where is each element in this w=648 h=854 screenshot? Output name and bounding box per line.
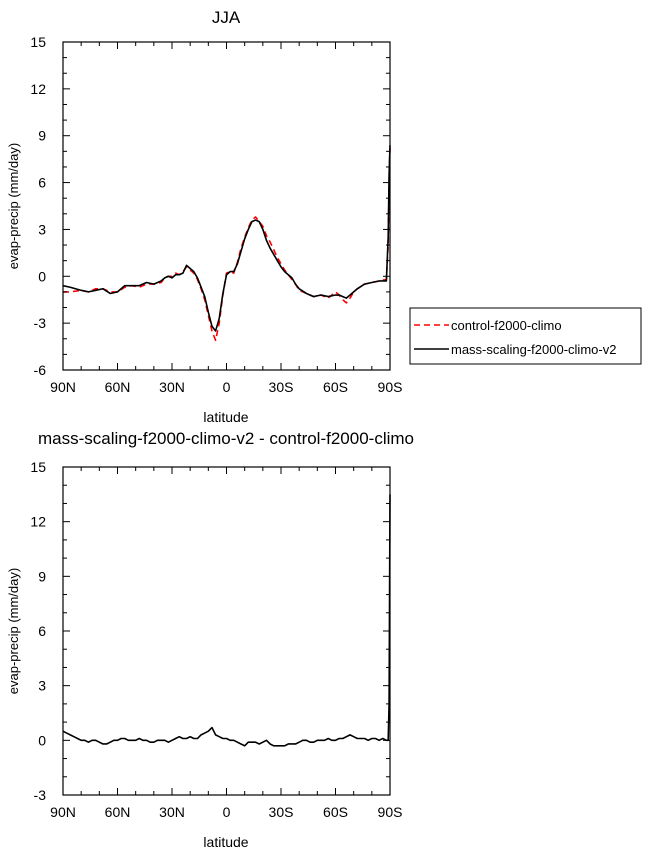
bottom-chart-ticks: 90N 60N 30N 0 30S 60S 90S -3 0 3 6 9 12 15 (30, 459, 402, 820)
y-tick-label: 9 (38, 128, 46, 144)
x-tick-label: 30N (159, 804, 185, 820)
bottom-chart-y-axis-label: evap-precip (mm/day) (6, 568, 21, 694)
x-tick-label: 30S (269, 804, 294, 820)
x-tick-label: 0 (223, 379, 231, 395)
bottom-chart-x-axis-label: latitude (203, 834, 248, 850)
y-tick-label: 15 (30, 459, 46, 475)
x-tick-label: 90S (378, 804, 403, 820)
top-chart-axes (62, 41, 391, 371)
x-tick-label: 30N (159, 379, 185, 395)
plot-frame-0 (62, 41, 391, 371)
x-tick-label: 90S (378, 379, 403, 395)
y-tick-label: 3 (38, 221, 46, 237)
x-tick-label: 60N (105, 379, 131, 395)
bottom-panel: mass-scaling-f2000-climo-v2 - control-f2… (6, 429, 414, 850)
y-tick-label: 3 (38, 678, 46, 694)
top-chart-ticks: 90N 60N 30N 0 30S 60S 90S -6 -3 0 3 6 9 12 15 (30, 34, 402, 395)
y-tick-label: -6 (34, 362, 47, 378)
top-chart-x-axis-label: latitude (203, 409, 248, 425)
y-tick-label: 0 (38, 268, 46, 284)
y-tick-label: 12 (30, 514, 46, 530)
legend-box (409, 307, 642, 365)
top-chart-y-axis-label: evap-precip (mm/day) (6, 143, 21, 269)
top-panel: JJA latitude evap-precip (mm/day) 90N 60N… (6, 8, 402, 425)
legend: control-f2000-climo mass-scaling-f2000-c… (409, 307, 642, 365)
x-tick-label: 0 (223, 804, 231, 820)
y-tick-label: 9 (38, 568, 46, 584)
x-tick-label: 30S (269, 379, 294, 395)
series-line-0-0 (63, 148, 391, 342)
legend-label-control: control-f2000-climo (451, 318, 562, 333)
y-tick-label: 6 (38, 623, 46, 639)
x-tick-label: 60N (105, 804, 131, 820)
bottom-chart-series (62, 494, 391, 747)
y-tick-label: 15 (30, 34, 46, 50)
y-tick-label: 0 (38, 732, 46, 748)
series-line-0-1 (62, 145, 391, 332)
x-tick-label: 90N (50, 379, 76, 395)
x-tick-label: 90N (50, 804, 76, 820)
y-tick-label: 6 (38, 175, 46, 191)
top-chart-title: JJA (212, 8, 241, 27)
x-tick-label: 60S (323, 379, 348, 395)
legend-label-mass-scaling: mass-scaling-f2000-climo-v2 (451, 342, 616, 357)
bottom-chart-axes (62, 466, 391, 796)
bottom-chart-title: mass-scaling-f2000-climo-v2 - control-f2… (38, 429, 414, 448)
top-chart-series (62, 145, 391, 342)
y-tick-label: -3 (34, 787, 47, 803)
y-tick-label: -3 (34, 315, 47, 331)
series-line-1-0 (62, 494, 391, 747)
plot-frame-1 (62, 466, 391, 796)
x-tick-label: 60S (323, 804, 348, 820)
y-tick-label: 12 (30, 81, 46, 97)
